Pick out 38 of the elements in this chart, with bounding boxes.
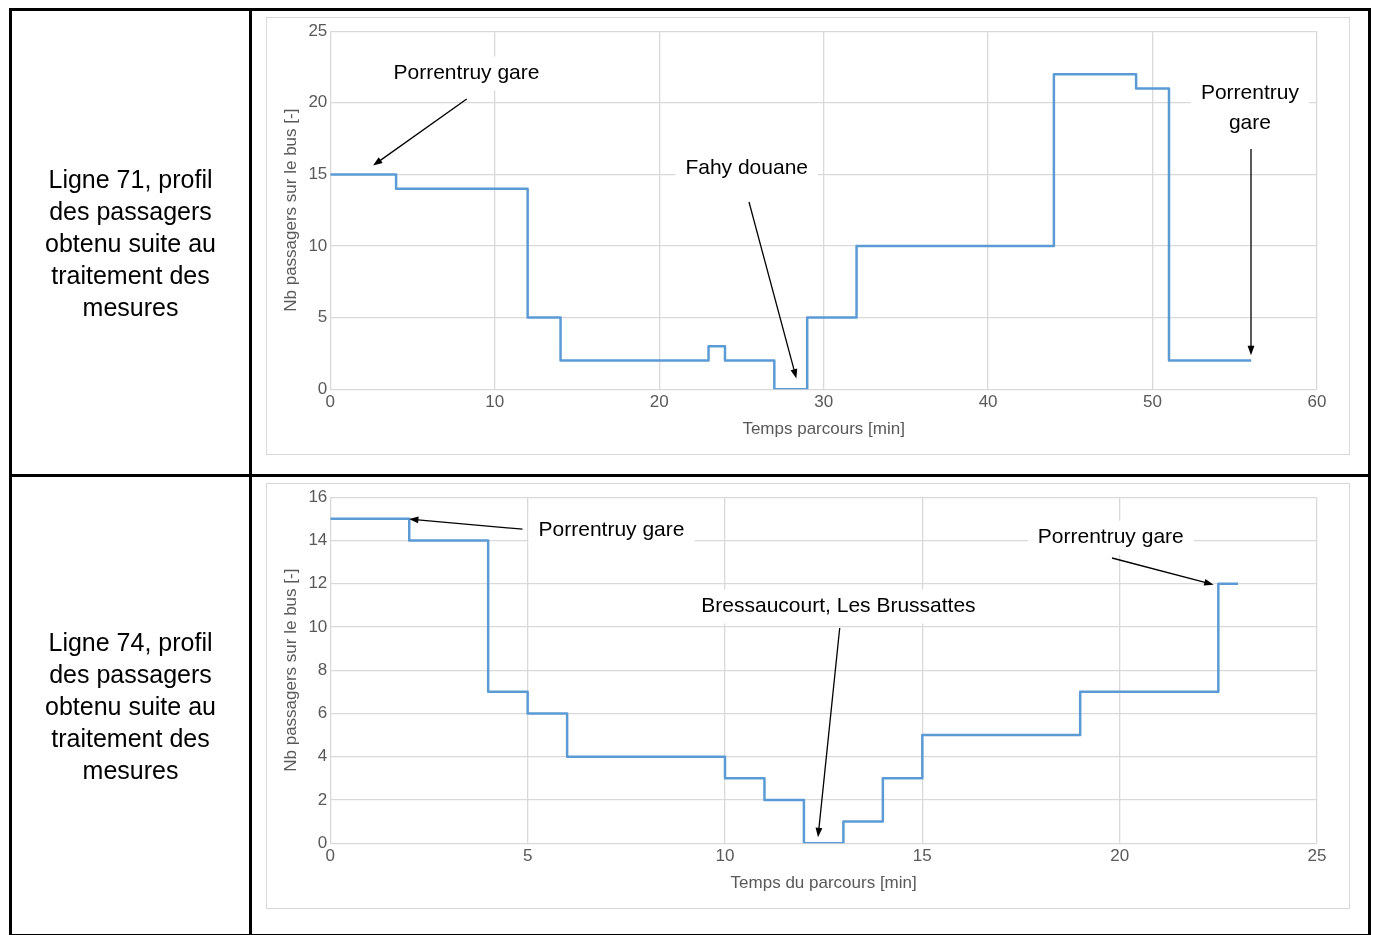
y-tick-label: 4 bbox=[317, 746, 328, 766]
y-axis-title: Nb passagers sur le bus [-] bbox=[280, 568, 300, 772]
x-tick-label: 40 bbox=[978, 392, 998, 412]
y-tick-label: 20 bbox=[308, 92, 328, 112]
x-tick-label: 20 bbox=[649, 392, 669, 412]
x-tick-label: 15 bbox=[912, 846, 932, 866]
y-tick-label: 6 bbox=[317, 703, 328, 723]
y-tick-label: 10 bbox=[308, 235, 328, 255]
annotation: Bressaucourt, Les Brussattes bbox=[701, 593, 976, 617]
annotation: Porrentruy gare bbox=[1037, 524, 1184, 548]
y-tick-label: 10 bbox=[308, 616, 328, 636]
y-tick-label: 12 bbox=[308, 573, 328, 593]
text: Ligne 71, profil des passagers obtenu suite au traitement des mesures bbox=[45, 164, 216, 321]
x-tick-label: 5 bbox=[522, 846, 533, 866]
y-tick-label: 16 bbox=[308, 486, 328, 506]
y-tick-label: 2 bbox=[317, 789, 328, 809]
x-axis-title: Temps du parcours [min] bbox=[730, 873, 917, 893]
annotation: Porrentruy gare bbox=[393, 60, 540, 84]
y-axis-title: Nb passagers sur le bus [-] bbox=[280, 108, 300, 312]
x-tick-label: 25 bbox=[1307, 846, 1327, 866]
y-tick-label: 8 bbox=[317, 659, 328, 679]
y-tick-label: 14 bbox=[308, 530, 328, 550]
x-tick-label: 60 bbox=[1307, 392, 1327, 412]
x-tick-label: 20 bbox=[1110, 846, 1130, 866]
y-tick-label: 0 bbox=[317, 378, 328, 398]
x-axis-title: Temps parcours [min] bbox=[742, 419, 905, 439]
x-tick-label: 50 bbox=[1143, 392, 1163, 412]
y-tick-label: 25 bbox=[308, 20, 328, 40]
annotation: Porrentruy gare bbox=[538, 516, 685, 540]
x-tick-label: 10 bbox=[485, 392, 505, 412]
x-tick-label: 30 bbox=[814, 392, 834, 412]
y-tick-label: 0 bbox=[317, 832, 328, 852]
annotation: Porrentruy gare bbox=[1200, 79, 1300, 133]
x-tick-label: 10 bbox=[715, 846, 735, 866]
text: Ligne 74, profil des passagers obtenu suite au traitement des mesures bbox=[45, 627, 216, 784]
y-tick-label: 5 bbox=[317, 307, 328, 327]
annotation: Fahy douane bbox=[685, 155, 808, 179]
y-tick-label: 15 bbox=[308, 164, 328, 184]
